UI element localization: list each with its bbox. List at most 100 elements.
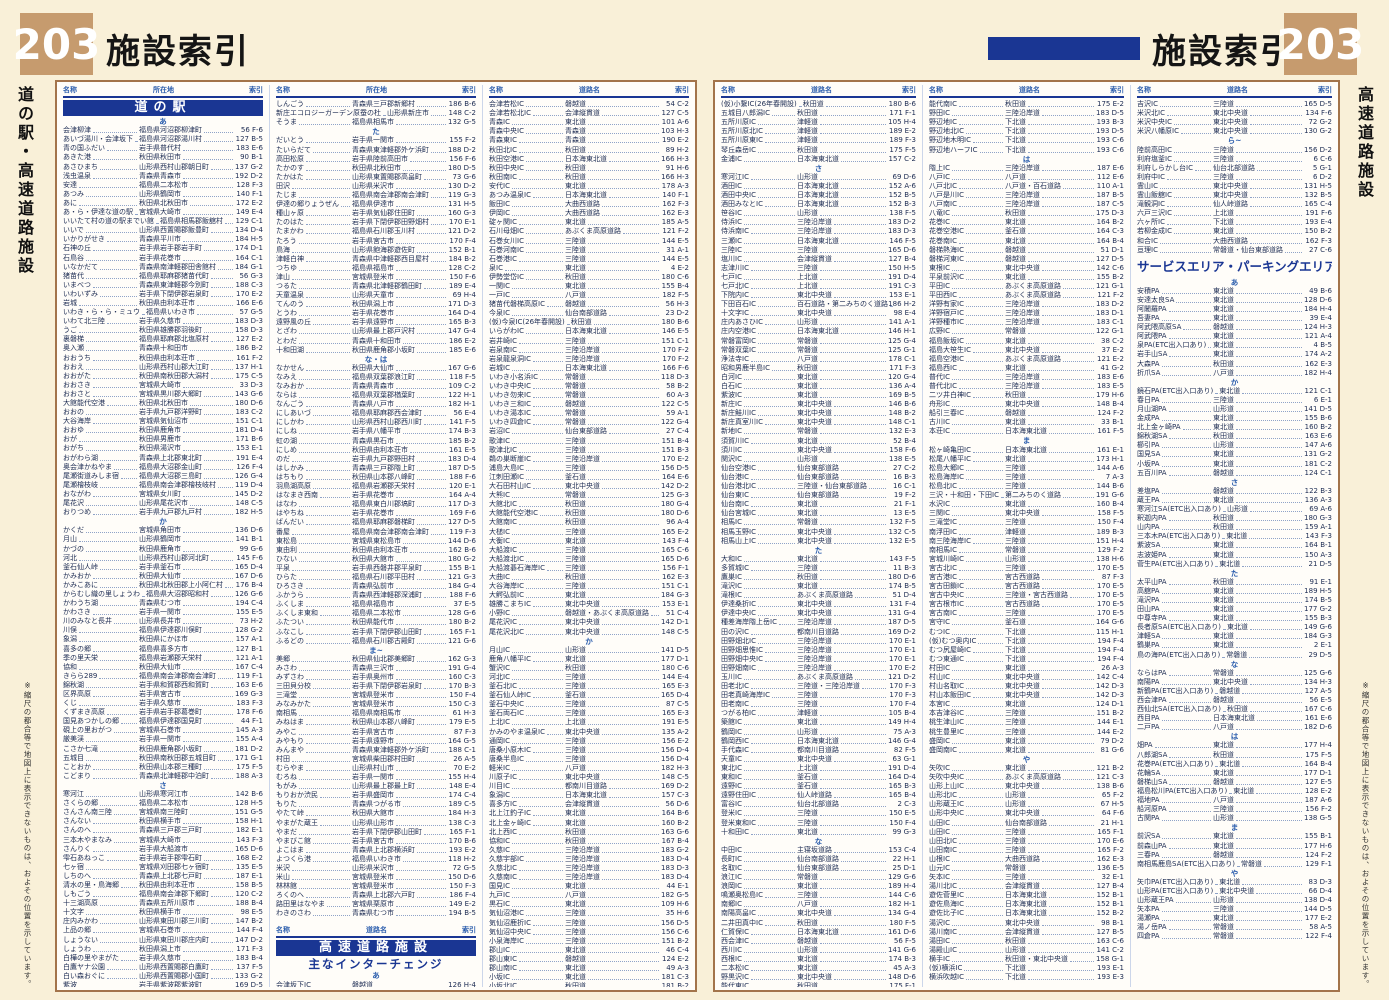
index-row: 浪岡IC 東北道 189 H-4 — [721, 882, 916, 891]
index-row: むらやま 山形県村山市 70 E-2 — [276, 764, 476, 773]
entry-name-cell: 西川IC — [721, 946, 797, 955]
entry-map-index: 142 D-2 — [661, 482, 689, 491]
entry-value-cell: 福島県福島市 — [352, 264, 448, 273]
entry-location-or-road: 日本海東北道 — [797, 736, 839, 745]
entry-map-index: 138 E-5 — [889, 454, 916, 463]
entry-location-or-road: 東北道 — [1005, 500, 1026, 509]
entry-name: 北上西IC — [489, 827, 517, 836]
entry-name-cell: 七戸IC — [721, 273, 797, 282]
entry-map-index: 69 D-6 — [892, 172, 916, 181]
entry-value-cell: 八戸道 — [1005, 173, 1096, 182]
entry-name-cell: あさひまち — [63, 163, 139, 172]
entry-name-cell: かみのやま温泉IC — [489, 728, 565, 737]
index-row: にしかわ 山形県西村山郡西川町 141 F-5 — [276, 418, 476, 427]
index-row: 遠野風の丘 岩手県遠野市 165 B-3 — [276, 318, 476, 327]
entry-location-or-road: 東北道 — [1213, 495, 1234, 504]
index-row: 仙台港北IC 三陸道・仙台東部道路 16 C-1 — [721, 482, 916, 491]
entry-location-or-road: 磐越道 — [1005, 409, 1026, 418]
entry-name-cell: 新地IC — [721, 427, 797, 436]
kana-section-label: や — [1022, 754, 1031, 764]
index-column: 名称 所在地 索引 道の駅あ会津柳津 福島県河沼郡柳津町 56 F-6 あいづ湯川・会津坂下… — [63, 85, 263, 987]
entry-name: 十文字IC — [721, 309, 749, 318]
entry-location-or-road: 東北中央道 — [1005, 918, 1040, 927]
entry-name: 一戸IC — [489, 291, 510, 300]
entry-location-or-road: 東北道 — [565, 118, 586, 127]
entry-name: 福島西IC — [929, 363, 957, 372]
entry-location-or-road: 東北道 — [797, 372, 818, 381]
entry-name: 東松島 — [276, 536, 297, 545]
index-row: 盛岡南IC 東北道 81 G-6 — [929, 746, 1124, 755]
index-row: 八戸南IC 三陸沿岸道 187 C-5 — [929, 200, 1124, 209]
dot-leader — [1028, 700, 1094, 708]
entry-value-cell: 山形道 — [565, 646, 661, 655]
entry-name-cell: 仙台空港IC — [721, 464, 797, 473]
dot-leader — [820, 209, 886, 217]
dot-leader — [204, 717, 233, 725]
entry-name: 津軽白神 — [276, 254, 304, 263]
entry-map-index: 56 G-3 — [239, 271, 263, 280]
entry-location-or-road: 東北道 — [1005, 763, 1026, 772]
entry-value-cell: 秋田県大仙市 — [139, 663, 235, 672]
index-row: 伊岡IC 大曲西道路 162 E-3 — [489, 209, 689, 218]
entry-location-or-road: 下北道 — [1005, 627, 1026, 636]
entry-map-index: 181 C-2 — [1304, 459, 1332, 468]
index-row: 古川IC 東北道 33 B-1 — [929, 418, 1124, 427]
dot-leader — [299, 427, 350, 435]
entry-name: 松ヶ崎亀田IC — [929, 445, 971, 454]
index-row: 船河原PA 三陸道 156 F-2 — [1137, 805, 1332, 814]
entry-name-cell: 米沢 — [276, 864, 352, 873]
entry-name: みずさわ — [276, 673, 304, 681]
entry-map-index: 148 B-2 — [888, 409, 916, 418]
entry-name: なかせん — [276, 363, 304, 372]
entry-name: さんさん南三陸 — [63, 808, 112, 817]
entry-value-cell: 仙台東部道路 — [797, 464, 888, 473]
entry-name-cell: 手代森IC — [721, 746, 797, 755]
entry-name-cell: つちゆ — [276, 264, 352, 273]
index-row: 山形北IC 山形道 65 F-2 — [929, 791, 1124, 800]
entry-location-or-road: 東北中央道 — [1219, 886, 1255, 895]
entry-name: 仁賀保IC — [721, 927, 749, 936]
entry-map-index: 180 B-2 — [448, 618, 476, 627]
entry-name: 浦島大島IC — [489, 463, 524, 472]
entry-value-cell: 磐越道 — [1005, 246, 1096, 255]
entry-location-or-road: 三陸沿岸道 — [1005, 309, 1040, 318]
entry-location-or-road: 下北道 — [1005, 654, 1026, 663]
entry-value-cell: 東北道 — [1213, 460, 1304, 469]
entry-value-cell: 磐越道 — [797, 937, 888, 946]
entry-name-cell: からむし織の里しょうわ — [63, 590, 146, 599]
entry-name-cell: 季の里天栄 — [63, 654, 139, 663]
dot-leader — [820, 246, 886, 253]
entry-name-cell: 八郎湖SA — [1137, 751, 1213, 760]
dot-leader — [100, 290, 137, 297]
dot-leader — [396, 882, 446, 890]
entry-location-or-road: 大曲西道路 — [1213, 236, 1248, 245]
entry-value-cell: 磐越道 — [1213, 323, 1304, 332]
dot-leader — [1028, 946, 1094, 953]
entry-name-cell: やまがた蔵王 — [276, 819, 352, 828]
entry-value-cell: 秋田道 — [565, 828, 661, 837]
entry-location-or-road: 三陸沿岸道 — [1005, 109, 1040, 118]
dot-leader — [1042, 191, 1094, 199]
entry-location-or-road: 東北道 — [1219, 386, 1241, 395]
dot-leader — [320, 819, 350, 826]
index-row: 矢巾PA(ETC出入口あり) 東北道 83 D-3 — [1137, 878, 1332, 887]
entry-map-index: 120 G-4 — [888, 372, 916, 381]
entry-name: 菅生PA(ETC出入口あり) — [1137, 559, 1214, 568]
entry-value-cell: 東北道 — [1005, 455, 1096, 464]
dot-leader — [588, 173, 659, 180]
entry-location-or-road: 日本海東北道 — [1005, 900, 1047, 909]
entry-map-index: 149 E-2 — [449, 900, 476, 909]
dot-leader — [1042, 400, 1094, 408]
entry-map-index: 156 F-2 — [1305, 805, 1332, 814]
dot-leader — [403, 609, 446, 617]
dot-leader — [972, 391, 1003, 399]
index-row: 福島飯坂IC 東北道 38 C-2 — [929, 336, 1124, 345]
entry-map-index: 134 D-4 — [235, 226, 263, 235]
dot-leader — [1042, 919, 1094, 926]
entry-map-index: 153 C-4 — [888, 845, 916, 854]
index-row: 玉川IC あぶくま高原道路 121 D-2 — [721, 673, 916, 682]
dot-leader — [417, 891, 446, 899]
dot-leader — [820, 937, 886, 944]
entry-location-or-road: 東北道 — [1213, 286, 1234, 295]
index-row: むろね 岩手県一関市 155 H-4 — [276, 773, 476, 782]
